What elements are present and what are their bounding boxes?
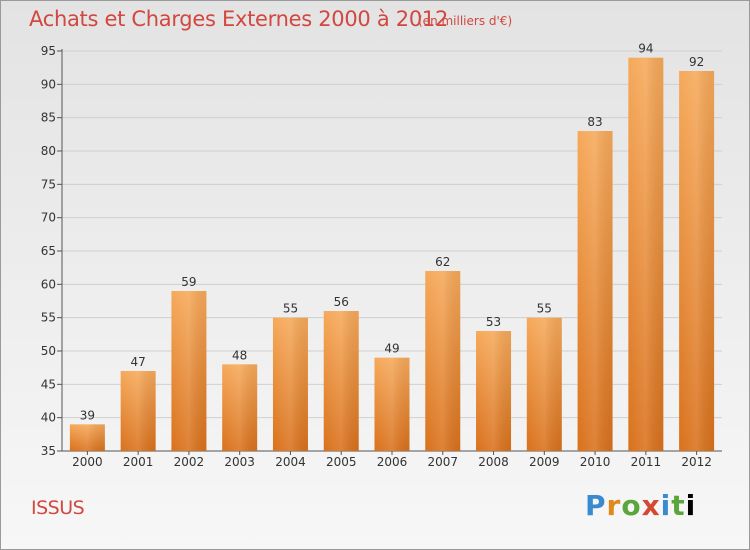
y-tick-label: 75 [41, 177, 56, 191]
y-tick-label: 80 [41, 144, 56, 158]
bar-shine [272, 317, 308, 451]
x-tick-label: 2006 [377, 455, 408, 469]
bar-shine [222, 364, 258, 451]
data-label: 83 [587, 115, 602, 129]
logo-letter: i [660, 489, 672, 522]
data-labels: 39 47 59 48 55 56 49 62 53 55 83 94 92 [80, 42, 705, 423]
bar-shine [679, 71, 715, 451]
x-tick-label: 2010 [580, 455, 611, 469]
y-tick-label: 40 [41, 411, 56, 425]
logo-letter: P [585, 489, 607, 522]
x-tick-label: 2011 [631, 455, 662, 469]
logo-letter: t [671, 489, 686, 522]
logo-letter: r [606, 489, 622, 522]
y-tick-label: 60 [41, 277, 56, 291]
bar-shine [526, 317, 562, 451]
chart-subtitle: (en milliers d'€) [418, 14, 513, 28]
x-tick-label: 2012 [681, 455, 712, 469]
logo-letter: o [621, 489, 642, 522]
bar-shine [120, 371, 156, 451]
y-tick-label: 65 [41, 244, 56, 258]
x-tick-label: 2004 [275, 455, 306, 469]
bar-shine [425, 271, 461, 451]
data-label: 53 [486, 315, 501, 329]
x-tick-label: 2003 [224, 455, 255, 469]
x-tick-label: 2009 [529, 455, 560, 469]
bar-shine [628, 57, 664, 452]
x-tick-label: 2002 [174, 455, 205, 469]
logo-letter: i [685, 489, 697, 522]
data-label: 94 [638, 42, 653, 56]
place-name: ISSUS [31, 497, 85, 519]
bar-shine [323, 311, 359, 451]
data-label: 47 [131, 355, 146, 369]
axes: 35 40 45 50 55 60 65 70 75 80 85 90 95 2000 2001 2002 20… [41, 44, 722, 469]
data-label: 92 [689, 55, 704, 69]
x-tick-label: 2001 [123, 455, 154, 469]
y-tick-label: 35 [41, 444, 56, 458]
x-tick-label: 2008 [478, 455, 509, 469]
data-label: 39 [80, 408, 95, 422]
data-label: 55 [283, 302, 298, 316]
y-tick-label: 90 [41, 77, 56, 91]
data-label: 49 [384, 342, 399, 356]
logo-letter: x [641, 489, 661, 522]
y-tick-label: 85 [41, 111, 56, 125]
data-label: 62 [435, 255, 450, 269]
y-tick-label: 70 [41, 211, 56, 225]
proxiti-logo: Proxiti [585, 489, 696, 522]
y-tick-label: 45 [41, 377, 56, 391]
y-tick-label: 50 [41, 344, 56, 358]
y-tick-label: 55 [41, 311, 56, 325]
data-label: 48 [232, 348, 247, 362]
bar-shine [374, 357, 410, 451]
bar-shine [476, 331, 512, 451]
y-tick-label: 95 [41, 44, 56, 58]
bar-shine [577, 131, 613, 451]
data-label: 59 [181, 275, 196, 289]
data-label: 56 [334, 295, 349, 309]
chart-title: Achats et Charges Externes 2000 à 2012 [29, 7, 449, 31]
bar-shine [171, 291, 207, 451]
x-tick-label: 2005 [326, 455, 357, 469]
data-label: 55 [537, 302, 552, 316]
bar-shine [69, 424, 105, 451]
x-tick-label: 2000 [72, 455, 103, 469]
x-tick-label: 2007 [427, 455, 458, 469]
bars [69, 57, 715, 452]
